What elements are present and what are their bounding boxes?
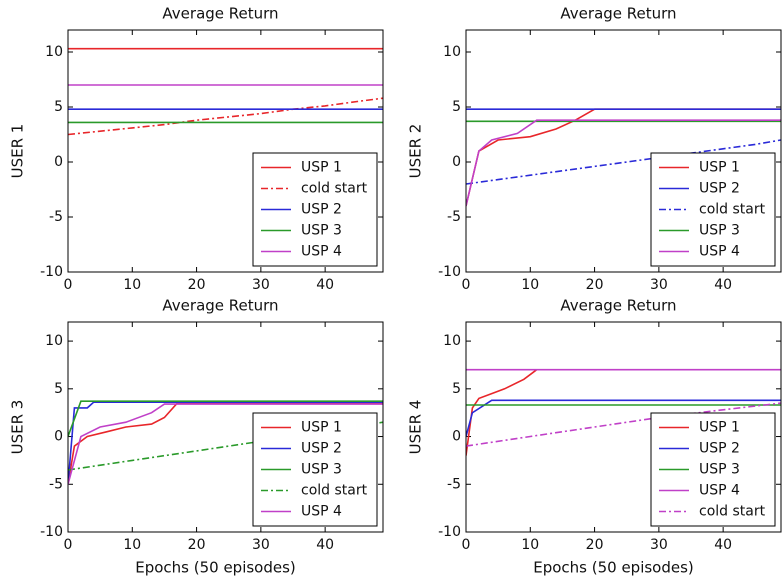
- y-tick-label: 10: [45, 44, 63, 60]
- legend-label: USP 3: [301, 223, 342, 239]
- x-tick-label: 0: [64, 537, 73, 553]
- y-tick-label: 10: [443, 44, 461, 60]
- x-tick-label: 20: [586, 277, 604, 293]
- x-tick-label: 40: [714, 537, 732, 553]
- series-line: [466, 139, 781, 185]
- y-tick-label: 10: [45, 333, 63, 349]
- legend-label: USP 1: [699, 160, 740, 176]
- axes-frame: [67, 321, 384, 533]
- y-tick-label: -10: [438, 264, 461, 280]
- legend-label: USP 2: [301, 202, 342, 218]
- series-line: [68, 400, 383, 437]
- x-tick-label: 40: [316, 277, 334, 293]
- y-tick-label: -5: [49, 209, 63, 225]
- y-tick-label: 5: [54, 381, 63, 397]
- series-line: [68, 401, 383, 485]
- legend-label: cold start: [699, 504, 766, 520]
- y-tick-label: -10: [40, 524, 63, 540]
- series-line: [466, 399, 781, 437]
- legend-label: USP 1: [699, 420, 740, 436]
- x-tick-label: 40: [316, 537, 334, 553]
- x-tick-label: 0: [64, 277, 73, 293]
- legend-label: cold start: [301, 181, 368, 197]
- y-tick-label: 5: [452, 381, 461, 397]
- axes-frame: [465, 29, 782, 273]
- legend-label: USP 2: [699, 181, 740, 197]
- legend-label: USP 1: [301, 160, 342, 176]
- chart-title: Average Return: [560, 297, 676, 315]
- y-tick-label: -5: [49, 476, 63, 492]
- y-tick-label: -10: [438, 524, 461, 540]
- chart-title: Average Return: [162, 5, 278, 23]
- x-tick-label: 0: [462, 537, 471, 553]
- legend-label: USP 4: [699, 483, 740, 499]
- y-tick-label: 0: [452, 429, 461, 445]
- legend-label: USP 4: [301, 504, 342, 520]
- y-tick-label: 5: [54, 99, 63, 115]
- y-tick-label: 0: [54, 429, 63, 445]
- legend-label: USP 4: [699, 244, 740, 260]
- x-tick-label: 10: [123, 277, 141, 293]
- chart-title: Average Return: [162, 297, 278, 315]
- x-tick-label: 20: [188, 537, 206, 553]
- x-tick-label: 40: [714, 277, 732, 293]
- x-tick-label: 20: [188, 277, 206, 293]
- legend-label: USP 4: [301, 244, 342, 260]
- series-line: [466, 119, 781, 207]
- y-tick-label: -10: [40, 264, 63, 280]
- x-tick-label: 30: [252, 277, 270, 293]
- y-axis-label: USER 3: [9, 400, 27, 455]
- x-tick-label: 30: [252, 537, 270, 553]
- y-axis-label: USER 4: [407, 400, 425, 455]
- y-tick-label: 0: [54, 154, 63, 170]
- y-tick-label: 10: [443, 333, 461, 349]
- legend-label: USP 3: [699, 462, 740, 478]
- y-tick-label: 5: [452, 99, 461, 115]
- axes-frame: [67, 29, 384, 273]
- series-line: [68, 403, 383, 485]
- y-tick-label: -5: [447, 476, 461, 492]
- y-tick-label: 0: [452, 154, 461, 170]
- x-tick-label: 10: [521, 537, 539, 553]
- legend-label: USP 2: [301, 441, 342, 457]
- x-axis-label: Epochs (50 episodes): [135, 559, 296, 577]
- x-axis-label: Epochs (50 episodes): [533, 559, 694, 577]
- x-tick-label: 30: [650, 277, 668, 293]
- series-line: [68, 97, 383, 136]
- series-line: [466, 369, 538, 456]
- x-tick-label: 20: [586, 537, 604, 553]
- y-axis-label: USER 2: [407, 124, 425, 179]
- legend-label: USP 3: [699, 223, 740, 239]
- x-tick-label: 30: [650, 537, 668, 553]
- legend-label: cold start: [301, 483, 368, 499]
- chart-title: Average Return: [560, 5, 676, 23]
- x-tick-label: 10: [123, 537, 141, 553]
- legend-label: cold start: [699, 202, 766, 218]
- legend-label: USP 2: [699, 441, 740, 457]
- legend-label: USP 1: [301, 420, 342, 436]
- x-tick-label: 10: [521, 277, 539, 293]
- x-tick-label: 0: [462, 277, 471, 293]
- axes-frame: [465, 321, 782, 533]
- y-tick-label: -5: [447, 209, 461, 225]
- legend-label: USP 3: [301, 462, 342, 478]
- legend-box: [650, 152, 776, 267]
- y-axis-label: USER 1: [9, 124, 27, 179]
